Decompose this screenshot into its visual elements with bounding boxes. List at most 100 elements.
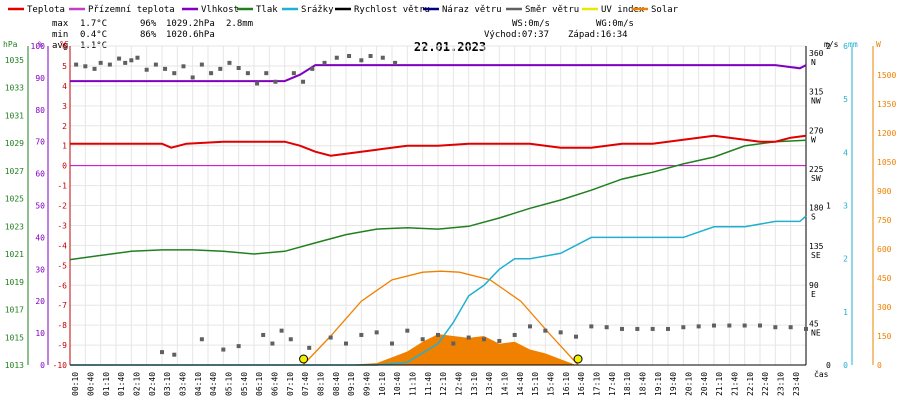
stats-min-hum: 86% bbox=[140, 30, 157, 40]
legend-label: Rychlost větru bbox=[354, 5, 430, 15]
ms-tick-label: 1 bbox=[826, 202, 831, 211]
dir-tick-deg: 225 bbox=[809, 165, 824, 174]
mm-tick-label: 6 bbox=[843, 42, 848, 51]
wind-dir-point bbox=[512, 332, 517, 337]
w-tick-label: 900 bbox=[877, 187, 892, 196]
wind-dir-point bbox=[301, 79, 306, 84]
w-tick-label: 1500 bbox=[877, 71, 896, 80]
legend-label: Teplota bbox=[27, 5, 65, 15]
wind-dir-point bbox=[273, 79, 278, 84]
wind-dir-point bbox=[650, 326, 655, 331]
hpa-tick-label: 1023 bbox=[5, 222, 24, 231]
legend-label: UV index bbox=[601, 5, 645, 15]
mm-tick-label: 0 bbox=[843, 361, 848, 370]
wind-dir-point bbox=[374, 330, 379, 335]
rain-line bbox=[70, 215, 807, 366]
wind-dir-point bbox=[261, 332, 266, 337]
w-tick-label: 300 bbox=[877, 303, 892, 312]
ms-tick-label: 0 bbox=[826, 361, 831, 370]
stats-max-press: 1029.2hPa bbox=[166, 19, 215, 29]
x-tick-label: 20:40 bbox=[700, 372, 709, 396]
w-tick-label: 750 bbox=[877, 216, 892, 225]
x-tick-label: 16:40 bbox=[577, 372, 586, 396]
legend-label: Přízemní teplota bbox=[88, 5, 175, 15]
temperature-line bbox=[70, 134, 807, 157]
temp-tick-label: -3 bbox=[57, 221, 67, 230]
pct-tick-label: 40 bbox=[35, 233, 45, 242]
wind-dir-point bbox=[123, 60, 128, 65]
x-axis-label: čas bbox=[814, 369, 829, 379]
x-tick-label: 10:10 bbox=[378, 372, 387, 396]
w-tick-label: 1200 bbox=[877, 129, 896, 138]
wind-dir-point bbox=[236, 66, 241, 71]
w-tick-label: 150 bbox=[877, 332, 892, 341]
dir-tick-deg: 315 bbox=[809, 88, 824, 97]
wind-dir-point bbox=[288, 337, 293, 342]
wind-dir-point bbox=[635, 326, 640, 331]
wind-dir-point bbox=[153, 62, 158, 67]
dir-tick-deg: 135 bbox=[809, 242, 824, 251]
hpa-tick-label: 1013 bbox=[5, 361, 24, 370]
dir-tick-deg: 90 bbox=[809, 281, 819, 290]
wind-dir-point bbox=[117, 56, 122, 61]
dir-tick-name: SE bbox=[811, 251, 821, 260]
legend-label: Směr větru bbox=[525, 5, 579, 15]
dir-tick-name: SW bbox=[811, 174, 821, 183]
wind-dir-point bbox=[190, 75, 195, 80]
x-tick-label: 01:10 bbox=[102, 372, 111, 396]
wind-dir-point bbox=[712, 323, 716, 328]
sun-marker bbox=[299, 354, 309, 364]
w-tick-label: 1350 bbox=[877, 100, 896, 109]
wind-dir-point bbox=[604, 325, 609, 330]
wind-dir-point bbox=[528, 324, 532, 329]
wind-dir-point bbox=[620, 326, 624, 331]
legend-label: Tlak bbox=[256, 5, 278, 15]
temp-tick-label: -4 bbox=[57, 241, 67, 250]
x-tick-label: 12:40 bbox=[454, 372, 463, 396]
stats-max-temp: 1.7°C bbox=[80, 19, 107, 29]
wind-dir-point bbox=[270, 341, 275, 346]
temp-tick-label: 2 bbox=[62, 122, 67, 131]
mm-tick-label: 2 bbox=[843, 255, 848, 264]
x-tick-label: 12:10 bbox=[439, 372, 448, 396]
dir-tick-name: W bbox=[811, 135, 816, 144]
temp-tick-label: -8 bbox=[57, 321, 67, 330]
stats-ws: WS:0m/s bbox=[512, 19, 550, 29]
x-tick-label: 01:40 bbox=[117, 372, 126, 396]
wind-dir-point bbox=[264, 71, 269, 76]
wind-dir-point bbox=[310, 66, 315, 71]
temp-tick-label: -1 bbox=[57, 182, 67, 191]
x-tick-label: 13:10 bbox=[470, 372, 479, 396]
stats-min-temp: 0.4°C bbox=[80, 30, 107, 40]
pct-tick-label: 50 bbox=[35, 202, 45, 211]
stats-avg-label: avg bbox=[52, 41, 68, 51]
wind-dir-point bbox=[420, 337, 425, 342]
axis-title-w: W bbox=[876, 40, 881, 49]
pct-tick-label: 60 bbox=[35, 170, 45, 179]
wind-dir-point bbox=[380, 55, 385, 60]
x-tick-label: 00:40 bbox=[86, 372, 95, 396]
stats-max-label: max bbox=[52, 19, 69, 29]
wind-dir-point bbox=[221, 347, 226, 352]
wind-dir-point bbox=[245, 71, 250, 76]
x-tick-label: 14:10 bbox=[500, 372, 509, 396]
temp-tick-label: -2 bbox=[57, 202, 67, 211]
wind-dir-point bbox=[163, 66, 168, 71]
dir-tick-name: E bbox=[811, 290, 816, 299]
temp-tick-label: 1 bbox=[62, 142, 67, 151]
stats-rain: 2.8mm bbox=[226, 19, 253, 29]
legend-label: Vlhkost bbox=[201, 5, 239, 15]
hpa-tick-label: 1029 bbox=[5, 139, 24, 148]
x-tick-label: 04:40 bbox=[209, 372, 218, 396]
pct-tick-label: 100 bbox=[31, 42, 46, 51]
legend-label: Náraz větru bbox=[442, 5, 502, 15]
axis-title-ms: m/s bbox=[824, 40, 839, 49]
temp-tick-label: -9 bbox=[57, 341, 67, 350]
wind-dir-point bbox=[359, 332, 364, 337]
humidity-line bbox=[70, 64, 807, 83]
hpa-tick-label: 1017 bbox=[5, 306, 24, 315]
temp-tick-label: -10 bbox=[53, 361, 68, 370]
wind-dir-point bbox=[218, 66, 223, 71]
x-tick-label: 15:10 bbox=[531, 372, 540, 396]
x-tick-label: 05:10 bbox=[224, 372, 233, 396]
